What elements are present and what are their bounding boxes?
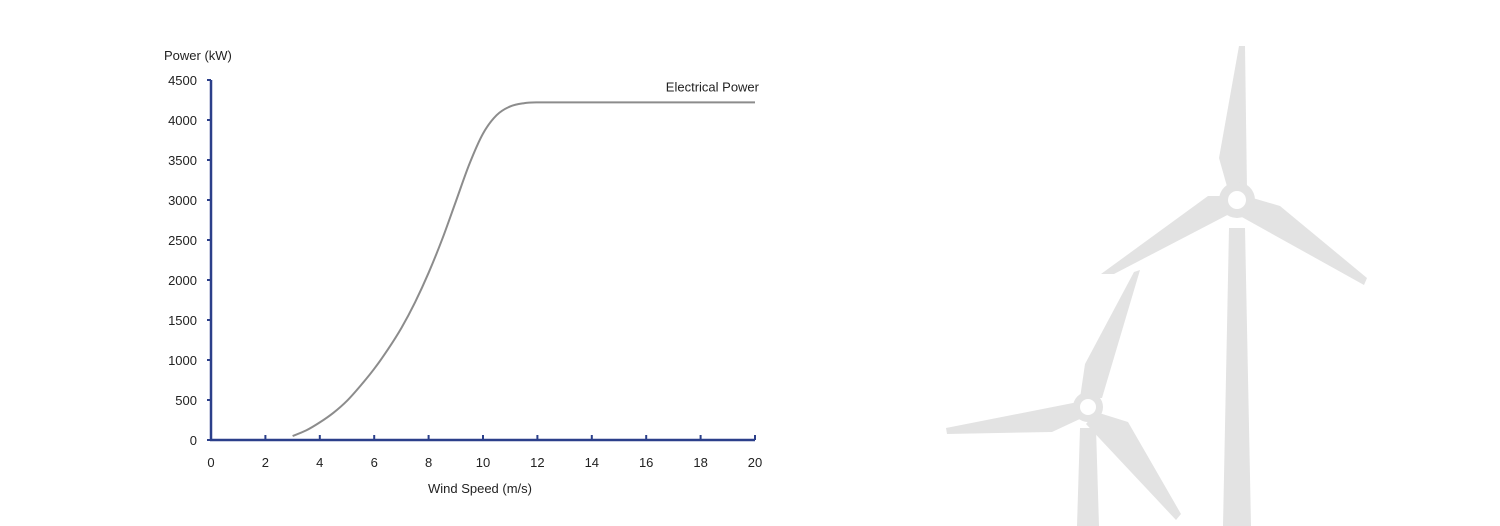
big-turbine-blade-up — [1219, 46, 1247, 190]
x-tick-label: 14 — [585, 455, 599, 470]
y-tick-label: 3000 — [168, 193, 197, 208]
y-tick-label: 4000 — [168, 113, 197, 128]
big-turbine-tower — [1223, 228, 1251, 526]
series-layer: Electrical Power — [292, 79, 760, 437]
y-tick-label: 2500 — [168, 233, 197, 248]
small-turbine-tower — [1077, 428, 1099, 526]
y-axis-title: Power (kW) — [164, 48, 232, 63]
x-tick-label: 6 — [371, 455, 378, 470]
small-turbine-blade-right — [1086, 412, 1181, 520]
series-label: Electrical Power — [666, 79, 760, 94]
big-turbine-blade-left — [1101, 196, 1237, 274]
x-tick-label: 20 — [748, 455, 762, 470]
axes — [209, 80, 755, 442]
y-tick-label: 4500 — [168, 73, 197, 88]
y-tick-label: 500 — [175, 393, 197, 408]
x-axis-title: Wind Speed (m/s) — [428, 481, 532, 496]
small-turbine-blade-left — [946, 402, 1082, 434]
y-tick-label: 3500 — [168, 153, 197, 168]
wind-turbines-icon — [946, 46, 1367, 526]
small-turbine-blade-up — [1080, 270, 1140, 398]
x-tick-label: 16 — [639, 455, 653, 470]
x-tick-label: 10 — [476, 455, 490, 470]
x-tick-label: 2 — [262, 455, 269, 470]
series-line-electrical-power — [292, 101, 755, 437]
x-tick-label: 18 — [693, 455, 707, 470]
y-tick-label: 0 — [190, 433, 197, 448]
y-tick-label: 1000 — [168, 353, 197, 368]
x-tick-label: 0 — [207, 455, 214, 470]
x-tick-label: 8 — [425, 455, 432, 470]
y-tick-label: 2000 — [168, 273, 197, 288]
big-turbine-hub-center — [1228, 191, 1246, 209]
x-tick-label: 12 — [530, 455, 544, 470]
y-tick-label: 1500 — [168, 313, 197, 328]
big-turbine-blade-right — [1240, 196, 1367, 285]
small-turbine-hub-center — [1080, 399, 1096, 415]
x-tick-label: 4 — [316, 455, 323, 470]
tick-layer: 0 2 4 6 8 10 12 14 16 18 20 0 500 1000 1500 2000 2500 300… — [168, 73, 762, 470]
